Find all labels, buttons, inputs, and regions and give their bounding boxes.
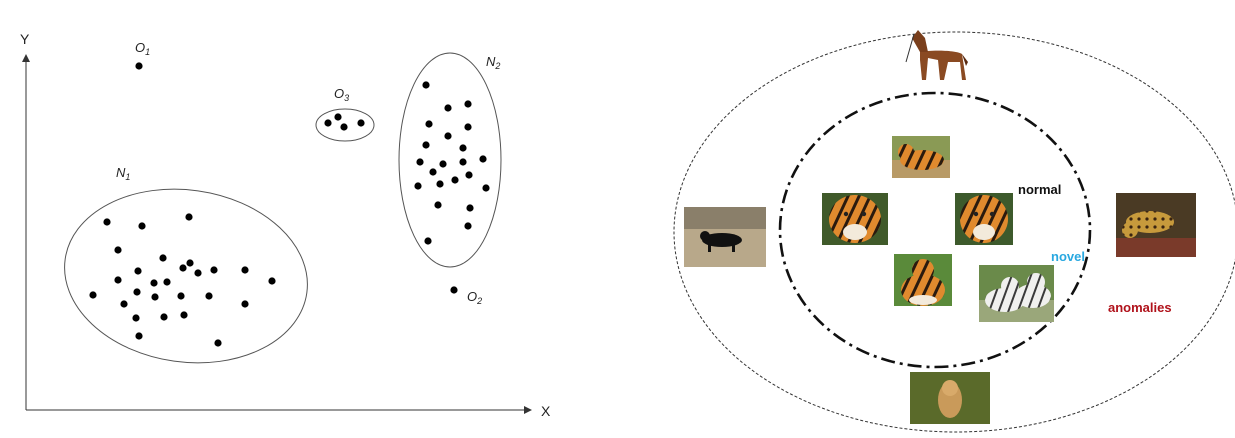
cluster-n2-point — [422, 81, 430, 89]
outlier-o3-point — [340, 123, 348, 131]
novelty-diagram: normal novel anomalies — [673, 30, 1235, 433]
cluster-n2-point — [465, 171, 473, 179]
tiger-face-left-image — [822, 193, 888, 245]
cluster-n2-point — [479, 155, 487, 163]
tiger-lying-image — [892, 136, 950, 178]
cluster-n1-point — [160, 313, 168, 321]
cluster-n1-point — [268, 277, 276, 285]
anomalies-label: anomalies — [1108, 300, 1172, 315]
cluster-n1-point — [135, 332, 143, 340]
cluster-n2-point — [424, 237, 432, 245]
cluster-n2-point — [459, 158, 467, 166]
cluster-n2-ellipse — [398, 52, 502, 268]
label-n2: N2 — [486, 54, 500, 71]
label-o3: O3 — [334, 86, 349, 103]
cluster-n2-point — [444, 132, 452, 140]
x-axis-label: X — [541, 403, 551, 419]
outer-boundary — [673, 31, 1235, 433]
cluster-n1-point — [150, 279, 158, 287]
cluster-n1-point — [133, 288, 141, 296]
lion-image — [910, 372, 990, 424]
outlier-o3-ellipse — [315, 108, 375, 142]
cluster-n2-point — [464, 100, 472, 108]
cluster-n2-point — [444, 104, 452, 112]
cluster-n1-point — [163, 278, 171, 286]
cluster-n1-point — [241, 300, 249, 308]
label-n1: N1 — [116, 165, 130, 182]
cluster-n2-point — [464, 222, 472, 230]
tiger-sitting-image — [894, 254, 952, 306]
cluster-n1-point — [89, 291, 97, 299]
cluster-n2-point — [425, 120, 433, 128]
cluster-n2-point — [482, 184, 490, 192]
black-panther-image — [684, 207, 766, 267]
normal-label: normal — [1018, 182, 1061, 197]
scatter-diagram: Y X N1 N2 O3 O1 O2 — [20, 31, 551, 419]
inner-boundary — [778, 91, 1092, 369]
cluster-n1-ellipse — [64, 188, 308, 364]
cluster-n1-point — [103, 218, 111, 226]
cluster-n2-point — [414, 182, 422, 190]
cluster-n2-point — [451, 176, 459, 184]
label-o2: O2 — [467, 289, 482, 306]
tiger-face-right-image — [955, 193, 1013, 245]
cluster-n1-point — [214, 339, 222, 347]
y-axis-label: Y — [20, 31, 30, 47]
novel-label: novel — [1051, 249, 1085, 264]
cluster-n1-point — [179, 264, 187, 272]
horse-image — [905, 30, 968, 80]
cluster-n1-point — [138, 222, 146, 230]
cluster-n2-point — [436, 180, 444, 188]
cluster-n1-point — [241, 266, 249, 274]
cluster-n2-points — [414, 81, 490, 245]
outlier-o3-points — [324, 113, 365, 131]
outlier-o2-point — [450, 286, 458, 294]
cluster-n1-point — [185, 213, 193, 221]
cluster-n1-point — [194, 269, 202, 277]
cluster-n1-point — [180, 311, 188, 319]
cluster-n2-point — [429, 168, 437, 176]
cluster-n1-point — [159, 254, 167, 262]
label-o1: O1 — [135, 40, 150, 57]
cluster-n2-point — [422, 141, 430, 149]
cluster-n1-point — [186, 259, 194, 267]
outlier-o3-point — [334, 113, 342, 121]
cluster-n2-point — [466, 204, 474, 212]
cluster-n1-point — [177, 292, 185, 300]
cluster-n2-point — [416, 158, 424, 166]
leopard-image — [1116, 193, 1196, 257]
cluster-n1-point — [205, 292, 213, 300]
cluster-n2-point — [464, 123, 472, 131]
cluster-n1-point — [120, 300, 128, 308]
cluster-n1-points — [89, 213, 276, 347]
cluster-n1-point — [132, 314, 140, 322]
cluster-n2-point — [439, 160, 447, 168]
cluster-n1-point — [134, 267, 142, 275]
cluster-n1-point — [114, 276, 122, 284]
cluster-n2-point — [434, 201, 442, 209]
cluster-n1-point — [151, 293, 159, 301]
outlier-o3-point — [357, 119, 365, 127]
outlier-o3-point — [324, 119, 332, 127]
outlier-o1-point — [135, 62, 143, 70]
cluster-n2-point — [459, 144, 467, 152]
white-tigers-image — [979, 265, 1054, 322]
cluster-n1-point — [210, 266, 218, 274]
cluster-n1-point — [114, 246, 122, 254]
